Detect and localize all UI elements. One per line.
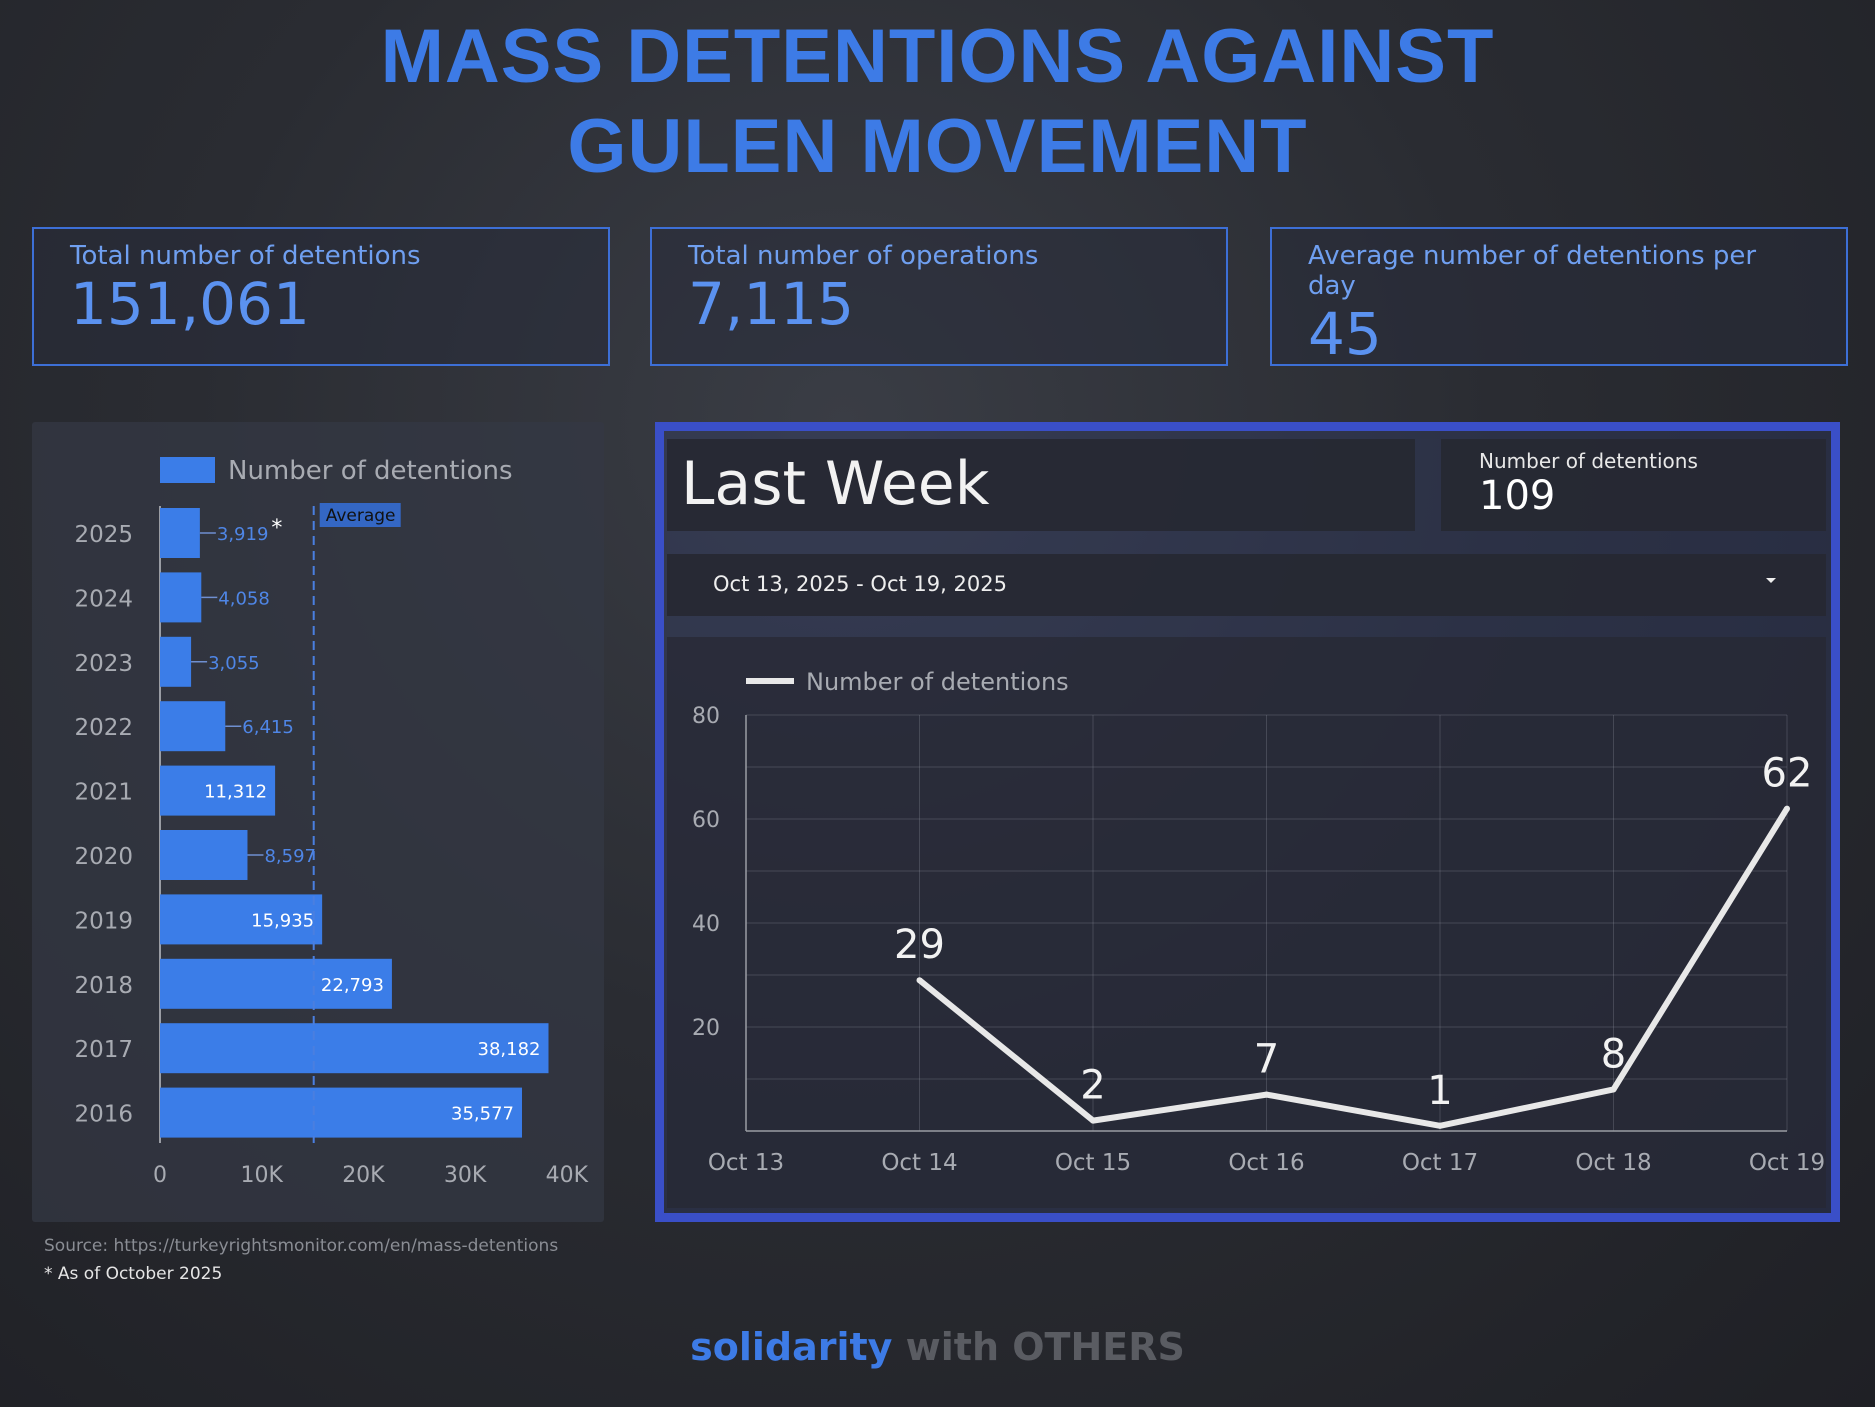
data-label: 35,577 bbox=[451, 1104, 514, 1125]
date-range-picker[interactable]: Oct 13, 2025 - Oct 19, 2025 bbox=[667, 554, 1826, 616]
legend-swatch bbox=[160, 457, 215, 483]
x-tick-label: 10K bbox=[240, 1163, 283, 1188]
data-label: 62 bbox=[1762, 751, 1813, 797]
data-label: 6,415 bbox=[242, 717, 294, 738]
series-line bbox=[917, 807, 1790, 1129]
category-label: 2017 bbox=[74, 1037, 133, 1063]
data-label: 29 bbox=[894, 922, 945, 968]
last-week-title: Last Week bbox=[667, 439, 1415, 531]
source-link[interactable]: Source: https://turkeyrightsmonitor.com/… bbox=[44, 1236, 559, 1256]
kpi-total-operations: Total number of operations 7,115 bbox=[650, 227, 1228, 366]
x-tick-label: 30K bbox=[444, 1163, 487, 1188]
x-tick-label: 20K bbox=[342, 1163, 385, 1188]
bar-2018 bbox=[160, 958, 392, 1009]
y-tick-label: 20 bbox=[692, 1016, 720, 1041]
data-label: 15,935 bbox=[251, 910, 314, 931]
category-label: 2021 bbox=[74, 780, 133, 806]
footnote: * As of October 2025 bbox=[44, 1264, 223, 1284]
yearly-bar-chart: Number of detentions 2025 3,919 * 2024 4,058 2… bbox=[74, 456, 589, 1188]
average-label: Average bbox=[326, 506, 396, 526]
kpi-value: 151,061 bbox=[70, 270, 310, 338]
y-tick-label: 80 bbox=[692, 704, 720, 729]
category-label: 2020 bbox=[74, 844, 133, 870]
kpi-label: Total number of detentions bbox=[70, 241, 421, 271]
data-label: 7 bbox=[1254, 1037, 1279, 1083]
data-point bbox=[916, 977, 923, 984]
x-tick-label: Oct 18 bbox=[1575, 1150, 1651, 1176]
bar-2024 bbox=[160, 572, 202, 623]
x-tick-label: Oct 16 bbox=[1228, 1150, 1304, 1176]
y-tick-label: 60 bbox=[692, 808, 720, 833]
data-point bbox=[1437, 1122, 1443, 1129]
x-tick-label: Oct 19 bbox=[1749, 1150, 1825, 1176]
x-tick-label: Oct 17 bbox=[1402, 1150, 1478, 1176]
category-label: 2016 bbox=[74, 1102, 133, 1128]
asterisk-mark: * bbox=[271, 516, 282, 541]
bar-2022 bbox=[160, 701, 226, 752]
data-label: 22,793 bbox=[321, 975, 384, 996]
metric-label: Number of detentions bbox=[1479, 449, 1698, 473]
x-tick-label: 0 bbox=[153, 1163, 167, 1188]
y-tick-label: 40 bbox=[692, 912, 720, 937]
date-range-value: Oct 13, 2025 - Oct 19, 2025 bbox=[713, 572, 1007, 596]
metric-value: 109 bbox=[1479, 473, 1556, 519]
data-label: 38,182 bbox=[478, 1039, 541, 1060]
kpi-label: Total number of operations bbox=[688, 241, 1039, 271]
legend-label: Number of detentions bbox=[228, 456, 513, 486]
legend-label: Number of detentions bbox=[806, 668, 1069, 696]
category-label: 2022 bbox=[74, 715, 133, 741]
bar-2019 bbox=[160, 894, 323, 945]
data-label: 8 bbox=[1601, 1031, 1626, 1077]
data-label: 4,058 bbox=[218, 588, 270, 609]
bar-2025 bbox=[160, 508, 200, 558]
x-tick-label: Oct 15 bbox=[1055, 1150, 1131, 1176]
bar-2020 bbox=[160, 830, 248, 880]
data-point bbox=[1610, 1086, 1617, 1093]
data-label: 1 bbox=[1427, 1068, 1452, 1114]
data-point bbox=[1263, 1091, 1270, 1098]
last-week-metric: Number of detentions 109 bbox=[1441, 439, 1826, 531]
data-label: 3,055 bbox=[208, 653, 260, 674]
title-line2: GULEN MOVEMENT bbox=[567, 104, 1308, 189]
bar-2021 bbox=[160, 765, 276, 816]
kpi-value: 7,115 bbox=[688, 270, 855, 338]
footer-tagline: solidarity with OTHERS bbox=[0, 1325, 1875, 1369]
kpi-total-detentions: Total number of detentions 151,061 bbox=[32, 227, 610, 366]
category-label: 2019 bbox=[74, 908, 133, 934]
dropdown-caret-icon bbox=[1766, 578, 1776, 583]
data-point bbox=[1090, 1117, 1096, 1124]
kpi-value: 45 bbox=[1308, 300, 1382, 368]
x-tick-label: Oct 13 bbox=[708, 1150, 784, 1176]
kpi-average-per-day: Average number of detentions per day 45 bbox=[1270, 227, 1848, 368]
bar-2017 bbox=[160, 1023, 549, 1074]
data-point bbox=[1784, 805, 1790, 812]
data-label: 3,919 bbox=[217, 524, 269, 545]
bar-2023 bbox=[160, 636, 192, 687]
page-title: MASS DETENTIONS AGAINST GULEN MOVEMENT bbox=[0, 12, 1875, 192]
daily-line-chart: 20 40 60 80 Oct 13 Oct 14 Oct 15 Oct 16 Oct 17 Oc… bbox=[692, 668, 1825, 1176]
footer-with-others: with OTHERS bbox=[905, 1325, 1185, 1369]
x-tick-label: Oct 14 bbox=[881, 1150, 957, 1176]
footer-solidarity: solidarity bbox=[690, 1325, 893, 1369]
category-label: 2023 bbox=[74, 651, 133, 677]
category-label: 2018 bbox=[74, 973, 133, 999]
data-label: 11,312 bbox=[204, 782, 267, 803]
kpi-label: Average number of detentions per day bbox=[1308, 241, 1757, 301]
data-label: 2 bbox=[1080, 1063, 1105, 1109]
line-chart-panel bbox=[667, 637, 1826, 1208]
title-line1: MASS DETENTIONS AGAINST bbox=[380, 14, 1495, 99]
category-label: 2025 bbox=[74, 522, 133, 548]
data-label: 8,597 bbox=[264, 846, 316, 867]
average-badge bbox=[319, 503, 401, 527]
bar-2016 bbox=[160, 1087, 522, 1138]
category-label: 2024 bbox=[74, 586, 133, 612]
x-tick-label: 40K bbox=[546, 1163, 589, 1188]
